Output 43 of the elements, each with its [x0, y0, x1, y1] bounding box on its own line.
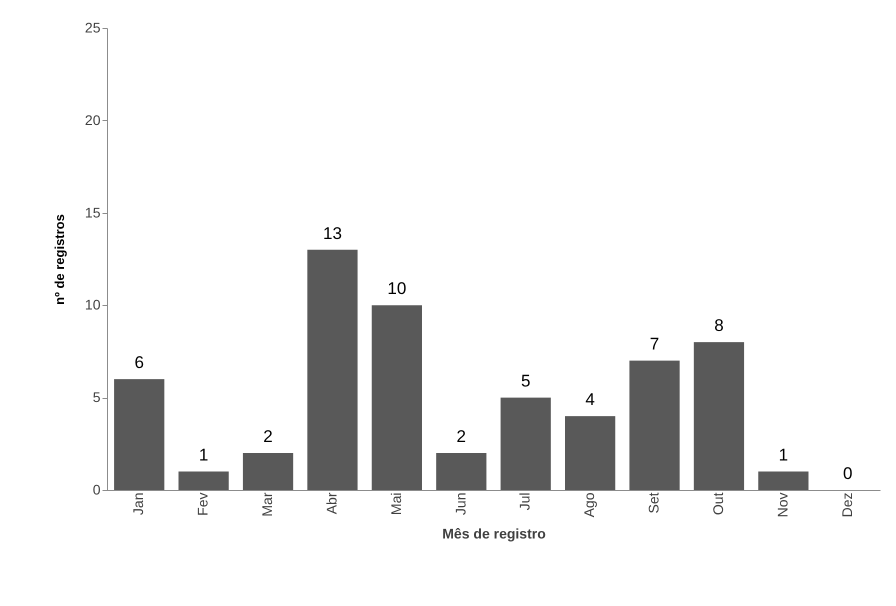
- x-tick-label: Abr: [323, 492, 340, 514]
- x-tick-label: Mar: [259, 492, 276, 517]
- x-tick-label: Jun: [452, 492, 468, 516]
- x-tick-label: Dez: [838, 492, 855, 518]
- y-tick-label: 25: [84, 20, 101, 36]
- x-axis-title: Mês de registro: [442, 525, 546, 542]
- bar: [565, 416, 616, 490]
- data-label: 0: [843, 464, 853, 483]
- data-label: 10: [387, 279, 406, 298]
- bar: [307, 250, 358, 490]
- bar: [242, 453, 294, 490]
- bar: [500, 398, 551, 490]
- x-tick-label: Mai: [388, 492, 404, 516]
- bar: [758, 472, 808, 490]
- bar: [436, 453, 486, 490]
- bar: [372, 305, 422, 490]
- bar: [694, 342, 744, 490]
- data-label: 4: [585, 390, 595, 410]
- y-axis-title: nº de registros: [52, 214, 67, 305]
- bar: [178, 472, 229, 490]
- bar: [629, 360, 680, 490]
- data-label: 8: [714, 316, 724, 336]
- y-tick-label: 5: [92, 389, 101, 406]
- data-label: 2: [456, 427, 466, 446]
- data-label: 2: [263, 427, 273, 446]
- data-label: 5: [520, 372, 530, 391]
- y-tick-label: 15: [84, 204, 101, 220]
- data-label: 13: [322, 224, 342, 243]
- x-tick-label: Jan: [130, 492, 146, 516]
- x-tick-label: Out: [710, 492, 726, 516]
- data-label: 7: [650, 334, 660, 354]
- x-tick-label: Set: [646, 492, 662, 514]
- bar: [114, 379, 164, 490]
- data-label: 1: [198, 446, 208, 465]
- y-tick-label: 0: [92, 482, 101, 498]
- data-label: 1: [778, 446, 788, 465]
- x-tick-label: Nov: [774, 492, 790, 518]
- y-tick-label: 20: [84, 112, 101, 128]
- x-tick-label: Jul: [516, 492, 533, 510]
- y-tick-label: 10: [84, 296, 101, 313]
- data-label: 6: [134, 353, 144, 372]
- x-tick-label: Ago: [581, 492, 598, 518]
- x-tick-label: Fev: [194, 492, 211, 516]
